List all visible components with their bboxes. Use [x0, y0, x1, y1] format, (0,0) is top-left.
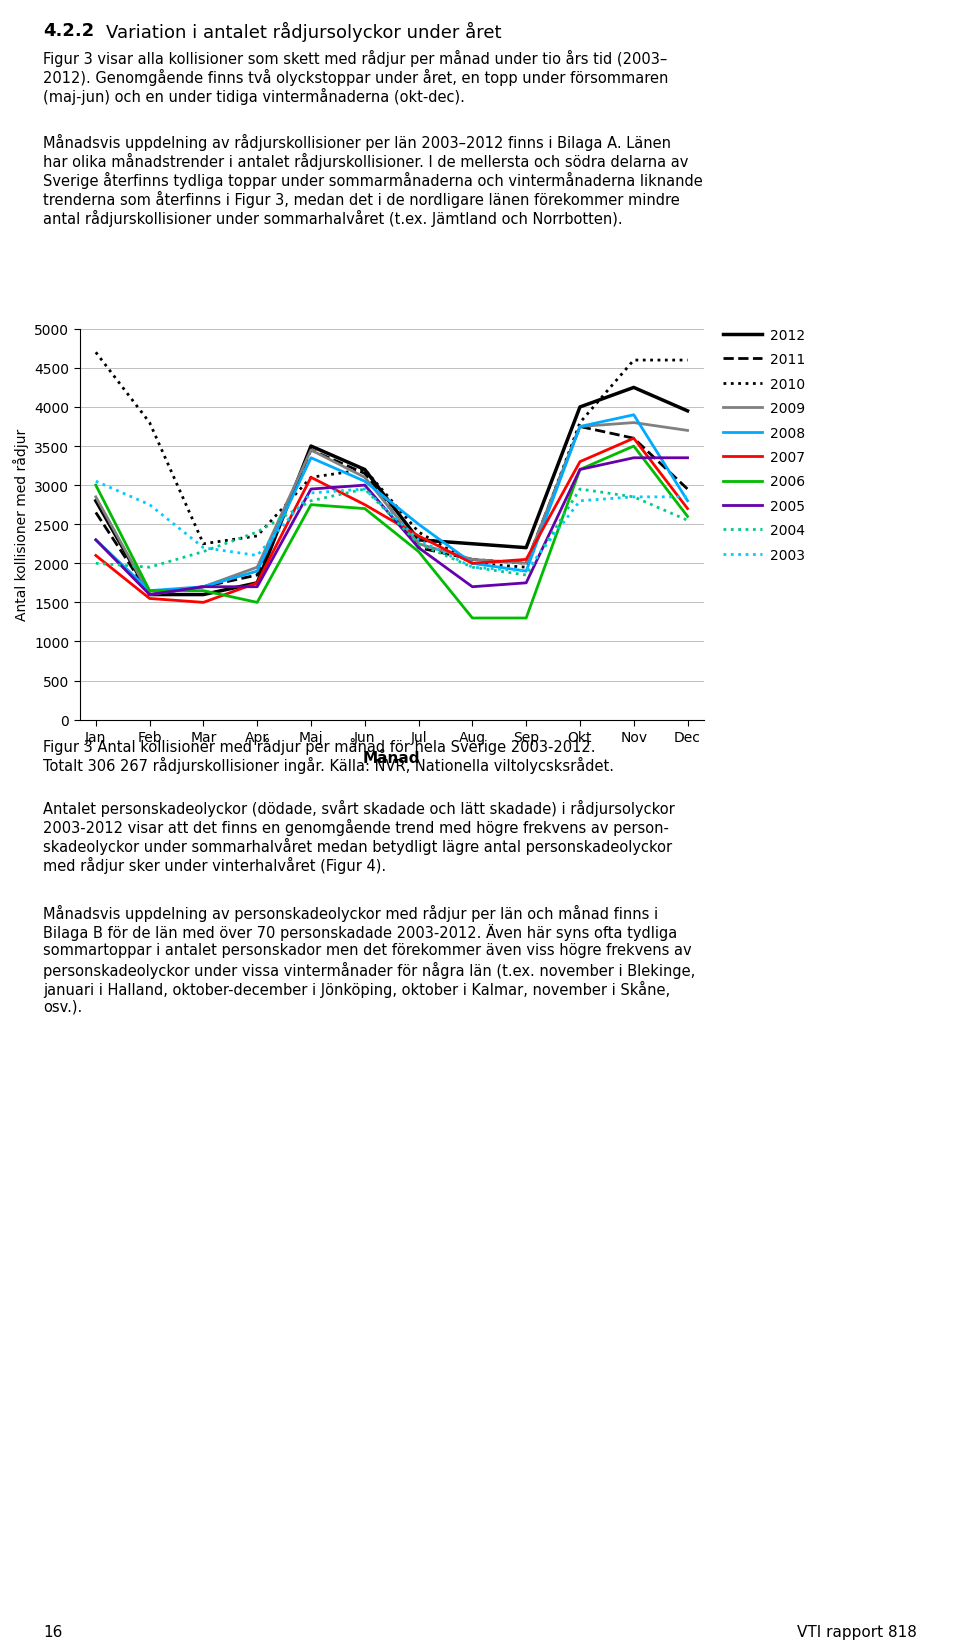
Text: Variation i antalet rådjursolyckor under året: Variation i antalet rådjursolyckor under…: [106, 21, 501, 43]
Text: trenderna som återfinns i Figur 3, medan det i de nordligare länen förekommer mi: trenderna som återfinns i Figur 3, medan…: [43, 191, 680, 208]
Text: personskadeolyckor under vissa vintermånader för några län (t.ex. november i Ble: personskadeolyckor under vissa vintermån…: [43, 961, 695, 979]
Text: antal rådjurskollisioner under sommarhalvåret (t.ex. Jämtland och Norrbotten).: antal rådjurskollisioner under sommarhal…: [43, 209, 623, 227]
Legend: 2012, 2011, 2010, 2009, 2008, 2007, 2006, 2005, 2004, 2003: 2012, 2011, 2010, 2009, 2008, 2007, 2006…: [723, 328, 805, 562]
Text: 2003-2012 visar att det finns en genomgående trend med högre frekvens av person-: 2003-2012 visar att det finns en genomgå…: [43, 819, 669, 836]
Text: VTI rapport 818: VTI rapport 818: [797, 1623, 917, 1640]
Text: Bilaga B för de län med över 70 personskadade 2003-2012. Även här syns ofta tydl: Bilaga B för de län med över 70 personsk…: [43, 923, 678, 941]
Text: 2012). Genomgående finns två olyckstoppar under året, en topp under försommaren: 2012). Genomgående finns två olyckstoppa…: [43, 69, 668, 86]
Text: (maj-jun) och en under tidiga vintermånaderna (okt-dec).: (maj-jun) och en under tidiga vintermåna…: [43, 87, 465, 105]
X-axis label: Månad: Månad: [363, 750, 420, 765]
Y-axis label: Antal kollisioner med rådjur: Antal kollisioner med rådjur: [12, 428, 29, 621]
Text: Sverige återfinns tydliga toppar under sommarmånaderna och vintermånaderna likna: Sverige återfinns tydliga toppar under s…: [43, 171, 703, 190]
Text: Figur 3 visar alla kollisioner som skett med rådjur per månad under tio års tid : Figur 3 visar alla kollisioner som skett…: [43, 49, 667, 68]
Text: osv.).: osv.).: [43, 999, 83, 1015]
Text: Månadsvis uppdelning av rådjurskollisioner per län 2003–2012 finns i Bilaga A. L: Månadsvis uppdelning av rådjurskollision…: [43, 133, 671, 152]
Text: 16: 16: [43, 1623, 62, 1640]
Text: Totalt 306 267 rådjurskollisioner ingår. Källa: NVR, Nationella viltolycsksrådet: Totalt 306 267 rådjurskollisioner ingår.…: [43, 756, 614, 773]
Text: sommartoppar i antalet personskador men det förekommer även viss högre frekvens : sommartoppar i antalet personskador men …: [43, 943, 692, 957]
Text: Figur 3 Antal kollisioner med rådjur per månad för hela Sverige 2003-2012.: Figur 3 Antal kollisioner med rådjur per…: [43, 738, 596, 755]
Text: har olika månadstrender i antalet rådjurskollisioner. I de mellersta och södra d: har olika månadstrender i antalet rådjur…: [43, 153, 688, 170]
Text: Månadsvis uppdelning av personskadeolyckor med rådjur per län och månad finns i: Månadsvis uppdelning av personskadeolyck…: [43, 905, 659, 921]
Text: skadeolyckor under sommarhalvåret medan betydligt lägre antal personskadeolyckor: skadeolyckor under sommarhalvåret medan …: [43, 837, 672, 855]
Text: med rådjur sker under vinterhalvåret (Figur 4).: med rådjur sker under vinterhalvåret (Fi…: [43, 857, 386, 873]
Text: 4.2.2: 4.2.2: [43, 21, 94, 40]
Text: januari i Halland, oktober-december i Jönköping, oktober i Kalmar, november i Sk: januari i Halland, oktober-december i Jö…: [43, 981, 670, 997]
Text: Antalet personskadeolyckor (dödade, svårt skadade och lätt skadade) i rådjursoly: Antalet personskadeolyckor (dödade, svår…: [43, 799, 675, 816]
